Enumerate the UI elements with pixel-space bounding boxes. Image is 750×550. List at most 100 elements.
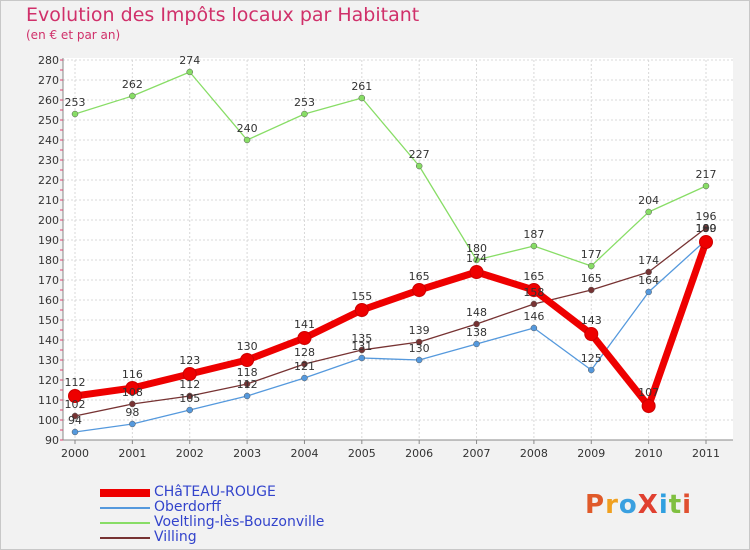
series-line-cha-teau-rouge [71, 238, 710, 410]
data-point-oberdorff [588, 366, 595, 374]
data-point-villing [186, 392, 193, 400]
series-line-voeltling-le-s-bouzonville [74, 71, 707, 267]
y-tick-label: 100 [38, 414, 59, 427]
data-label: 131 [351, 340, 372, 353]
series-line-villing [74, 227, 707, 417]
data-point-villing [645, 268, 652, 276]
logo-letter: r [605, 490, 619, 520]
data-label: 123 [179, 354, 200, 367]
data-label: 135 [351, 332, 372, 345]
x-tick-label: 2009 [577, 447, 605, 460]
axes: 9010011012013014015016017018019020021022… [38, 54, 733, 460]
data-point-oberdorff [358, 354, 366, 362]
data-label: 189 [696, 222, 717, 235]
data-label: 138 [466, 326, 487, 339]
data-point-voeltling-le-s-bouzonville [530, 242, 538, 250]
data-point-cha-teau-rouge [182, 367, 197, 381]
y-tick-label: 280 [38, 54, 59, 67]
y-tick-label: 140 [38, 334, 59, 347]
legend-swatch [100, 521, 150, 524]
data-point-oberdorff [301, 374, 308, 382]
x-tick-label: 2000 [61, 447, 89, 460]
data-point-voeltling-le-s-bouzonville [186, 68, 193, 76]
y-tick-label: 150 [38, 314, 59, 327]
logo-letter: i [682, 490, 693, 520]
data-point-oberdorff [243, 392, 251, 400]
data-point-oberdorff [645, 288, 652, 296]
data-point-cha-teau-rouge [469, 265, 484, 279]
data-point-villing [415, 338, 423, 346]
y-tick-label: 240 [38, 134, 59, 147]
proxiti-logo: ProXiti [585, 490, 692, 520]
data-point-oberdorff [186, 406, 193, 414]
data-point-voeltling-le-s-bouzonville [129, 92, 136, 100]
data-label: 164 [638, 274, 659, 287]
data-point-villing [358, 346, 366, 354]
data-label: 143 [581, 314, 602, 327]
y-tick-label: 230 [38, 154, 59, 167]
x-tick-label: 2003 [233, 447, 261, 460]
data-point-oberdorff [129, 420, 136, 428]
data-label: 177 [581, 248, 602, 261]
data-point-villing [702, 224, 710, 232]
x-tick-label: 2011 [692, 447, 720, 460]
data-label: 141 [294, 318, 315, 331]
y-tick-label: 200 [38, 214, 59, 227]
series [68, 68, 713, 436]
data-label: 217 [696, 168, 717, 181]
data-point-cha-teau-rouge [125, 381, 140, 395]
data-label: 112 [65, 376, 86, 389]
data-point-cha-teau-rouge [68, 389, 82, 403]
data-label: 196 [696, 210, 717, 223]
data-point-villing [129, 400, 136, 408]
data-label: 227 [409, 148, 430, 161]
chart-subtitle: (en € et par an) [26, 28, 121, 42]
data-point-oberdorff [71, 428, 79, 436]
data-point-cha-teau-rouge [297, 331, 312, 345]
data-point-cha-teau-rouge [412, 283, 427, 297]
y-tick-label: 210 [38, 194, 59, 207]
data-label: 174 [638, 254, 659, 267]
x-tick-label: 2006 [405, 447, 433, 460]
data-label: 105 [179, 392, 200, 405]
y-tick-label: 160 [38, 294, 59, 307]
x-tick-label: 2001 [118, 447, 146, 460]
data-label: 146 [523, 310, 544, 323]
legend-label: Voeltling-lès-Bouzonville [154, 514, 325, 530]
data-label: 121 [294, 360, 315, 373]
data-point-voeltling-le-s-bouzonville [243, 136, 251, 144]
legend-item: Voeltling-lès-Bouzonville [100, 515, 324, 530]
data-label: 240 [237, 122, 258, 135]
data-point-voeltling-le-s-bouzonville [645, 208, 652, 216]
y-tick-label: 260 [38, 94, 59, 107]
data-label: 165 [581, 272, 602, 285]
data-point-villing [243, 380, 251, 388]
data-label: 102 [65, 398, 86, 411]
data-point-voeltling-le-s-bouzonville [415, 162, 423, 170]
data-label: 108 [122, 386, 143, 399]
data-label: 148 [466, 306, 487, 319]
data-point-oberdorff [530, 324, 538, 332]
y-tick-label: 250 [38, 114, 59, 127]
logo-letter: i [658, 490, 669, 520]
y-tick-label: 90 [45, 434, 59, 447]
legend-item: CHâTEAU-ROUGE [100, 485, 276, 500]
x-tick-label: 2008 [520, 447, 548, 460]
legend-item: Villing [100, 530, 197, 545]
data-point-cha-teau-rouge [354, 303, 369, 317]
data-label: 174 [466, 252, 487, 265]
y-tick-label: 270 [38, 74, 59, 87]
legend-label: Oberdorff [154, 499, 221, 515]
data-point-villing [71, 412, 79, 420]
logo-letter: P [585, 490, 606, 520]
data-label: 98 [125, 406, 139, 419]
data-label: 139 [409, 324, 430, 337]
data-label: 187 [523, 228, 544, 241]
data-point-voeltling-le-s-bouzonville [301, 110, 308, 118]
y-tick-label: 170 [38, 274, 59, 287]
data-point-cha-teau-rouge [641, 399, 656, 413]
chart-title: Evolution des Impôts locaux par Habitant [26, 4, 420, 26]
data-label: 112 [179, 378, 200, 391]
data-label: 130 [409, 342, 430, 355]
